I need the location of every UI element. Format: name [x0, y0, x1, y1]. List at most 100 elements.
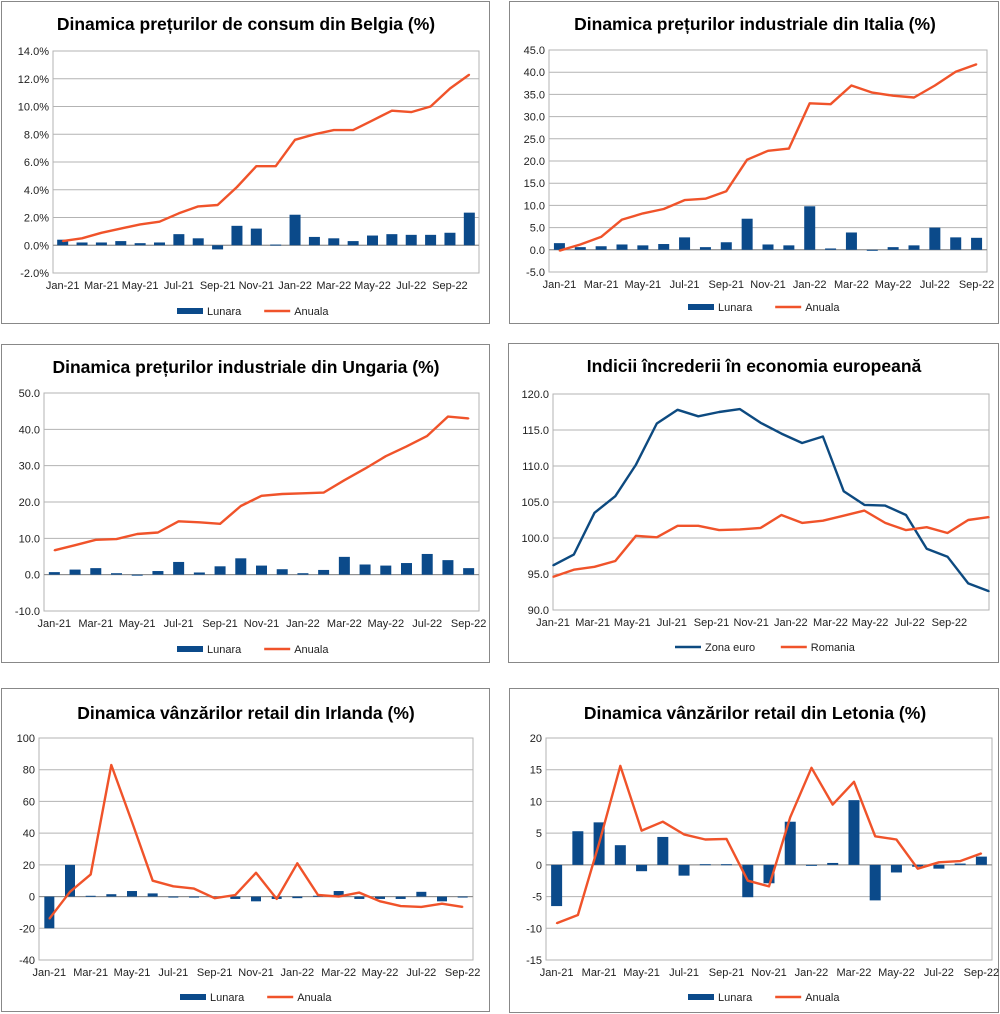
line-point [275, 898, 278, 900]
bar [950, 237, 962, 250]
plot-frame [43, 392, 480, 612]
x-tick-label: Jan-22 [793, 279, 827, 291]
y-tick-label: 15 [530, 765, 542, 777]
bar [251, 896, 261, 902]
x-tick-label: Nov-21 [239, 280, 274, 292]
line-point [642, 212, 644, 215]
bar [553, 243, 565, 250]
line-point [614, 495, 617, 498]
y-tick-label: 20 [530, 733, 542, 745]
chart-svg-belgia: Dinamica prețurilor de consum din Belgia… [18, 14, 480, 318]
bar [308, 236, 320, 246]
line-point [600, 236, 602, 238]
bar [380, 565, 392, 575]
x-tick-label: May-21 [119, 618, 156, 630]
y-tick-label: 45.0 [524, 45, 545, 57]
line-point [593, 566, 596, 568]
y-tick-label: 100 [17, 733, 35, 745]
bar [95, 242, 107, 246]
x-tick-label: May-22 [878, 967, 915, 979]
line-point [946, 555, 949, 558]
bar [572, 831, 584, 865]
line-point [871, 91, 874, 94]
bar [421, 553, 433, 575]
line-point [552, 564, 554, 567]
x-tick-label: Jul-21 [670, 279, 700, 291]
line-point [967, 582, 970, 585]
x-tick-label: Jan-21 [536, 617, 570, 629]
x-tick-label: Mar-21 [73, 967, 108, 979]
x-tick-label: Sep-22 [959, 279, 994, 291]
line-point [48, 917, 51, 920]
legend-label: Zona euro [705, 642, 755, 654]
bar [189, 896, 199, 898]
line-point [874, 835, 876, 838]
bar [235, 558, 247, 575]
x-tick-label: May-21 [614, 617, 651, 629]
x-tick-label: May-22 [875, 279, 912, 291]
bar [887, 247, 899, 250]
x-tick-label: Mar-21 [575, 617, 610, 629]
chart-svg-ungaria: Dinamica prețurilor industriale din Unga… [15, 357, 486, 656]
chart-svg-italia: Dinamica prețurilor industriale din Ital… [524, 14, 995, 314]
line-point [780, 432, 783, 435]
x-tick-label: Sep-21 [694, 617, 729, 629]
y-tick-label: 8.0% [24, 129, 49, 141]
line-point [801, 522, 803, 524]
line-point [358, 891, 361, 894]
x-tick-label: Nov-21 [733, 617, 768, 629]
line-point [332, 129, 335, 131]
line-point [746, 158, 748, 161]
bar [678, 864, 690, 876]
y-tick-label: 100.0 [521, 533, 549, 545]
x-tick-label: May-22 [354, 280, 391, 292]
bar [193, 572, 205, 575]
line-point [317, 894, 319, 896]
line-point [656, 422, 658, 425]
line-point [461, 906, 464, 908]
bar [574, 247, 586, 250]
chart-svg-irlanda: Dinamica vânzărilor retail din Irlanda (… [17, 703, 481, 1004]
x-tick-label: Mar-21 [78, 618, 113, 630]
bar [173, 561, 185, 575]
y-tick-label: -20 [19, 923, 35, 935]
y-tick-label: 95.0 [528, 569, 549, 581]
line-point [74, 544, 76, 547]
line-point [337, 895, 340, 898]
line-point [759, 527, 762, 529]
line-point [892, 94, 894, 97]
legend-label: Lunara [210, 992, 245, 1004]
line-point [640, 829, 643, 832]
chart-title: Dinamica prețurilor industriale din Ital… [574, 14, 936, 34]
line-point [863, 509, 866, 512]
bar [848, 800, 860, 865]
bar [637, 245, 649, 250]
line-point [294, 139, 296, 141]
y-tick-label: 0 [29, 892, 35, 904]
line-point [371, 119, 374, 122]
line-point [197, 205, 200, 208]
x-tick-label: Sep-21 [200, 280, 235, 292]
chart-panel-italia: Dinamica prețurilor industriale din Ital… [509, 1, 999, 324]
line-point [593, 512, 596, 514]
line-point [449, 87, 451, 90]
chart-title: Dinamica vânzărilor retail din Letonia (… [584, 703, 926, 723]
line-point [662, 820, 664, 823]
x-tick-label: Jul-22 [895, 617, 925, 629]
x-tick-label: May-21 [623, 967, 660, 979]
line-point [379, 900, 381, 903]
line-point [94, 538, 97, 541]
bar [912, 864, 924, 867]
line-point [925, 526, 928, 528]
line-point [967, 519, 970, 521]
line-point [151, 879, 154, 882]
line-point [384, 455, 387, 458]
line-point [193, 887, 195, 890]
line-point [302, 492, 304, 495]
bar [214, 566, 226, 575]
bar [825, 248, 837, 250]
line-point [980, 852, 983, 855]
line-point [718, 411, 720, 413]
x-tick-label: Jul-22 [406, 967, 436, 979]
line-point [177, 520, 180, 523]
